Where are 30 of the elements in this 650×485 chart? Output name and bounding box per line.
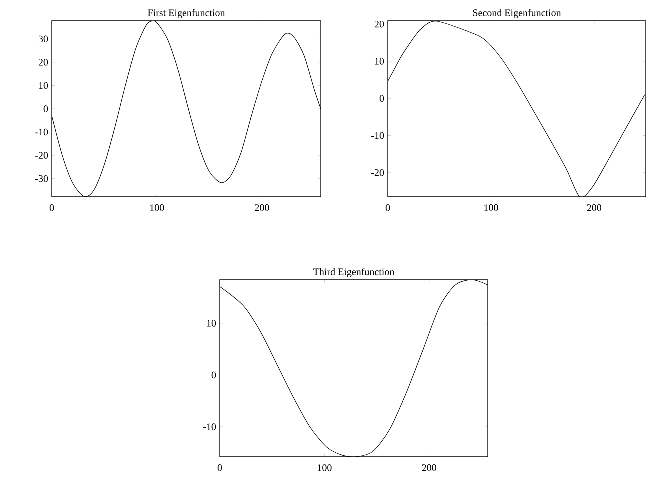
line-series: [388, 21, 646, 197]
x-tick-label: 100: [484, 204, 498, 212]
y-tick-label: 0: [212, 372, 216, 379]
x-tick-label: 100: [150, 204, 164, 212]
y-tick-label: 0: [380, 95, 384, 102]
x-tick-label: 0: [50, 204, 54, 212]
x-tick-label: 200: [255, 204, 270, 212]
chart-title: First Eigenfunction: [148, 9, 226, 18]
x-tick-label: 200: [587, 204, 602, 212]
y-tick-label: 10: [39, 82, 48, 90]
y-tick-label: 10: [375, 58, 384, 65]
chart-title: Second Eigenfunction: [473, 9, 562, 18]
y-tick-label: -20: [36, 152, 48, 159]
line-series: [220, 280, 488, 457]
y-tick-label: -20: [372, 169, 384, 176]
y-tick-label: -10: [372, 132, 384, 140]
y-tick-label: -10: [36, 128, 48, 136]
y-tick-label: -10: [204, 424, 216, 430]
y-tick-label: 30: [38, 36, 48, 43]
y-tick-label: 0: [44, 106, 48, 112]
x-tick-label: 0: [218, 464, 222, 472]
y-tick-label: -30: [36, 175, 48, 182]
y-tick-label: 20: [374, 20, 384, 28]
x-tick-label: 0: [386, 204, 390, 212]
chart-title: Third Eigenfunction: [314, 268, 395, 278]
x-tick-label: 200: [422, 464, 437, 472]
x-tick-label: 100: [318, 464, 332, 472]
line-series: [52, 20, 322, 197]
y-tick-label: 10: [207, 320, 216, 327]
y-tick-label: 20: [38, 59, 48, 66]
